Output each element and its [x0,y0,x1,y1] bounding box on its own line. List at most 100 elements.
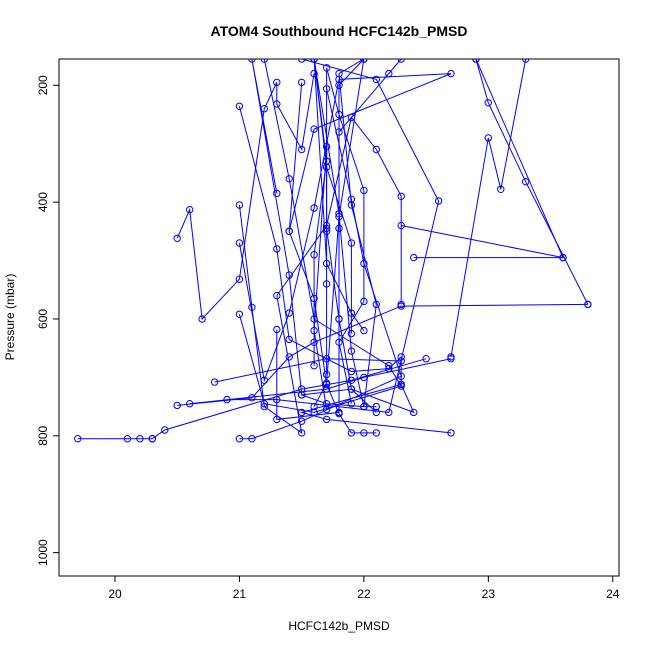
x-tick-label: 24 [606,587,620,601]
data-point [310,59,318,63]
profile-line [313,59,365,334]
data-point [372,75,380,84]
data-point [335,69,343,78]
data-point [148,435,157,443]
data-point [347,309,356,317]
data-point [273,245,281,253]
data-point [123,435,132,443]
data-point [161,426,169,434]
profile-4 [186,355,455,408]
data-point [484,134,492,142]
data-point [273,291,281,300]
profile-7 [210,355,455,437]
data-point [397,221,405,230]
data-point [298,78,306,87]
data-point [372,300,380,309]
profile-1 [74,435,157,443]
data-point [522,178,530,186]
y-axis-label: Pressure (mbar) [3,274,17,361]
data-point [347,400,356,408]
data-point [472,59,480,63]
profile-line [189,358,452,405]
data-point [298,391,306,399]
data-point [522,59,530,63]
data-point [397,372,405,380]
profile-22 [397,59,567,262]
profile-line [176,73,315,321]
data-point [136,435,144,443]
data-point [186,206,194,214]
x-tick-label: 21 [233,587,247,601]
data-point [173,401,181,410]
profile-line [251,59,364,408]
data-point [360,59,368,63]
data-point [273,415,281,424]
data-point [310,69,318,78]
data-point [322,280,331,288]
data-point [335,81,343,90]
profile-25 [472,59,592,309]
profile-line [301,384,415,414]
data-point [210,378,219,386]
profile-line [288,82,377,434]
data-point [273,325,281,334]
data-point [310,125,318,133]
data-point [198,315,206,323]
data-point [248,59,256,63]
x-axis: 20 21 22 23 24 [108,576,620,601]
data-point [385,364,393,373]
data-point [447,69,455,78]
profile-line [238,59,402,413]
data-point [422,355,430,363]
data-point [397,353,405,361]
data-point [447,429,455,437]
data-point [273,78,281,87]
data-point [497,185,505,194]
data-point [235,275,244,283]
y-tick-label: 400 [36,192,50,212]
profiles-layer [74,59,592,443]
profile-20 [310,59,368,338]
data-point [360,402,368,411]
y-tick-label: 800 [36,425,50,445]
data-point [260,402,268,411]
data-point [397,192,405,201]
data-point [397,59,405,63]
data-point [298,417,306,425]
data-point [385,408,393,417]
data-point [447,353,455,361]
profile-23 [410,253,567,262]
data-point [372,402,380,411]
data-point [260,59,268,63]
data-point [397,300,405,309]
profile-5 [173,69,318,323]
x-tick-label: 22 [357,587,371,601]
profile-line [227,59,440,413]
y-axis: 200 400 600 800 1000 [36,75,59,566]
data-point [235,102,244,111]
data-point [397,380,405,389]
data-point [372,429,380,437]
data-point [186,400,194,408]
data-point [372,408,380,417]
data-point [322,142,331,151]
data-point [235,201,244,209]
profile-line [338,59,377,407]
profile-12 [235,102,405,376]
data-point [347,329,356,338]
data-point [410,408,418,417]
data-point [347,239,356,247]
data-point [298,145,306,154]
profile-line [239,88,402,440]
data-point [298,408,306,417]
data-point [298,59,306,63]
data-point [410,253,418,262]
data-point [360,297,368,306]
data-point [347,385,356,393]
data-point [335,315,343,323]
profile-26 [298,380,418,417]
data-point [322,259,331,268]
data-point [310,204,318,212]
data-point [235,310,244,318]
data-point [248,303,256,311]
